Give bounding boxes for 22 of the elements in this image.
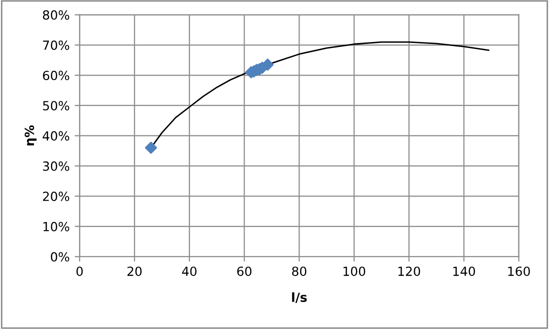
y-tick-label: 40%	[42, 131, 70, 141]
x-tick-label: 40	[182, 266, 197, 276]
y-tick-label: 70%	[43, 40, 70, 50]
x-tick-label: 140	[453, 266, 476, 276]
x-tick-label: 20	[127, 266, 142, 276]
y-tick-label: 20%	[43, 192, 70, 202]
x-tick-label: 120	[398, 266, 420, 276]
x-axis-title: l/s	[292, 292, 307, 303]
y-tick-label: 60%	[42, 70, 70, 80]
y-tick-label: 80%	[42, 10, 70, 20]
x-tick-label: 80	[292, 266, 306, 276]
x-tick-label: 160	[508, 266, 530, 276]
y-tick-label: 10%	[43, 222, 70, 232]
x-tick-label: 100	[344, 266, 366, 276]
point	[144, 142, 158, 154]
y-tick-label: 50%	[43, 100, 70, 110]
point	[262, 58, 274, 71]
y-axis-title: η%	[24, 125, 37, 146]
y-tick-label: 0%	[50, 252, 70, 262]
x-tick-label: 0	[76, 266, 83, 276]
x-tick-label: 60	[237, 266, 252, 276]
y-tick-label: 30%	[43, 161, 70, 171]
